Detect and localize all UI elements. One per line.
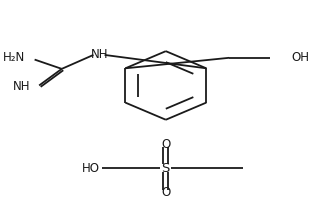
Text: H₂N: H₂N [3,51,25,64]
Text: NH: NH [13,80,31,93]
Text: NH: NH [91,47,108,60]
Text: O: O [161,138,170,151]
Text: OH: OH [291,51,309,64]
Text: S: S [162,162,170,175]
Text: HO: HO [81,162,100,175]
Text: O: O [161,186,170,199]
